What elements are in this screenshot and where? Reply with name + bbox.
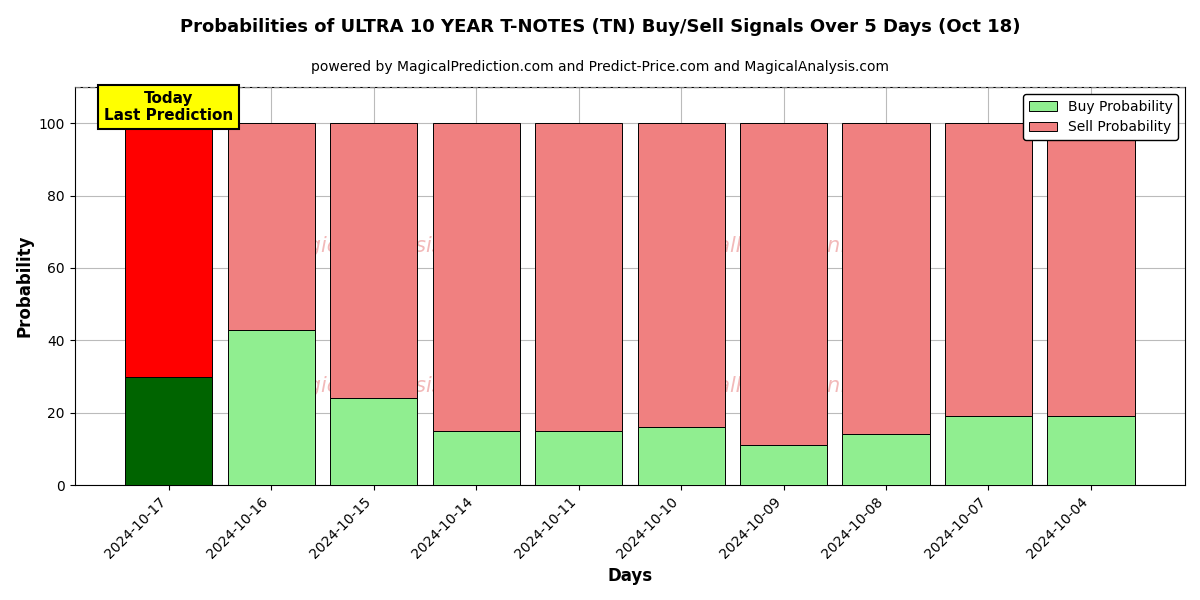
Bar	[125, 123, 212, 377]
Bar	[944, 123, 1032, 416]
Bar	[842, 123, 930, 434]
Bar	[740, 445, 827, 485]
Bar	[330, 398, 418, 485]
Bar	[432, 123, 520, 431]
Text: MagicalPrediction.com: MagicalPrediction.com	[656, 236, 892, 256]
Bar	[535, 123, 622, 431]
Bar	[740, 123, 827, 445]
X-axis label: Days: Days	[607, 567, 653, 585]
Text: powered by MagicalPrediction.com and Predict-Price.com and MagicalAnalysis.com: powered by MagicalPrediction.com and Pre…	[311, 60, 889, 74]
Bar	[637, 427, 725, 485]
Bar	[944, 416, 1032, 485]
Bar	[330, 123, 418, 398]
Text: Today
Last Prediction: Today Last Prediction	[104, 91, 233, 123]
Bar	[228, 329, 314, 485]
Bar	[432, 431, 520, 485]
Bar	[1048, 416, 1134, 485]
Text: Probabilities of ULTRA 10 YEAR T-NOTES (TN) Buy/Sell Signals Over 5 Days (Oct 18: Probabilities of ULTRA 10 YEAR T-NOTES (…	[180, 18, 1020, 36]
Bar	[228, 123, 314, 329]
Legend: Buy Probability, Sell Probability: Buy Probability, Sell Probability	[1024, 94, 1178, 140]
Bar	[1048, 123, 1134, 416]
Text: MagicalAnalysis.com: MagicalAnalysis.com	[277, 236, 494, 256]
Bar	[842, 434, 930, 485]
Text: MagicalPrediction.com: MagicalPrediction.com	[656, 376, 892, 395]
Bar	[637, 123, 725, 427]
Y-axis label: Probability: Probability	[16, 235, 34, 337]
Bar	[125, 377, 212, 485]
Text: MagicalAnalysis.com: MagicalAnalysis.com	[277, 376, 494, 395]
Bar	[535, 431, 622, 485]
